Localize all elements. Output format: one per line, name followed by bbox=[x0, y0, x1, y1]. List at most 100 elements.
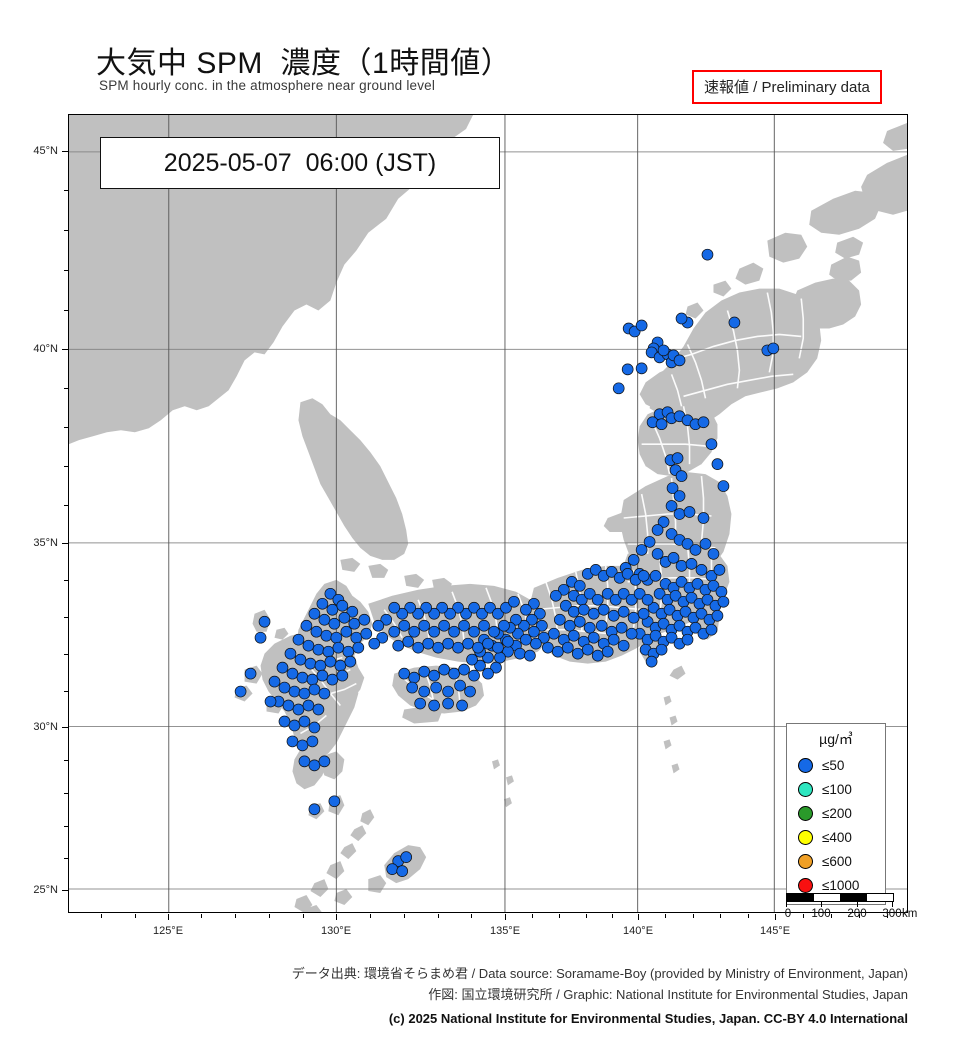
x-tick-minor bbox=[438, 914, 439, 918]
y-axis-label: 45°N bbox=[33, 145, 58, 157]
y-tick-minor bbox=[64, 617, 68, 618]
meridian-layer bbox=[168, 115, 775, 912]
x-tick-minor bbox=[303, 914, 304, 918]
x-tick-minor bbox=[665, 914, 666, 918]
x-tick-minor bbox=[235, 914, 236, 918]
y-tick-minor bbox=[64, 466, 68, 467]
x-tick-minor bbox=[803, 914, 804, 918]
y-tick-minor bbox=[64, 427, 68, 428]
x-tick-major bbox=[775, 914, 776, 920]
footer-data-source: データ出典: 環境省そらまめ君 / Data source: Soramame-… bbox=[291, 966, 908, 981]
legend-swatch-le400 bbox=[798, 829, 813, 845]
x-tick-major bbox=[638, 914, 639, 920]
legend-label-le600: ≤600 bbox=[822, 853, 852, 869]
x-tick-minor bbox=[471, 914, 472, 918]
legend-item-le200[interactable]: ≤200 bbox=[793, 801, 879, 825]
y-tick-minor bbox=[64, 230, 68, 231]
y-axis-label: 30°N bbox=[33, 721, 58, 733]
x-tick-minor bbox=[532, 914, 533, 918]
scalebar-ticks bbox=[786, 902, 894, 907]
y-tick-minor bbox=[64, 270, 68, 271]
scalebar-segment bbox=[840, 894, 867, 901]
y-axis-label: 40°N bbox=[33, 343, 58, 355]
map-canvas bbox=[69, 115, 907, 912]
legend-swatch-le600 bbox=[798, 853, 813, 869]
y-tick-minor bbox=[64, 858, 68, 859]
y-tick-minor bbox=[64, 793, 68, 794]
x-tick-major bbox=[336, 914, 337, 920]
legend-swatch-le200 bbox=[798, 805, 813, 821]
y-tick-major bbox=[62, 543, 68, 544]
y-tick-minor bbox=[64, 760, 68, 761]
legend-item-le100[interactable]: ≤100 bbox=[793, 777, 879, 801]
legend-item-le50[interactable]: ≤50 bbox=[793, 753, 879, 777]
y-tick-minor bbox=[64, 691, 68, 692]
x-tick-minor bbox=[586, 914, 587, 918]
scalebar-unit: km bbox=[902, 908, 918, 920]
scalebar-label-0: 0 bbox=[784, 908, 792, 920]
legend-label-le1000: ≤1000 bbox=[822, 877, 860, 893]
y-tick-minor bbox=[64, 388, 68, 389]
y-axis-label: 35°N bbox=[33, 537, 58, 549]
y-tick-minor bbox=[64, 654, 68, 655]
page-title: 大気中 SPM 濃度（1時間値） bbox=[96, 47, 512, 80]
x-axis-label: 135°E bbox=[489, 925, 521, 937]
scalebar-label-200: 200 bbox=[847, 908, 867, 920]
scalebar-segment bbox=[866, 894, 893, 901]
x-tick-major bbox=[168, 914, 169, 920]
legend-label-le100: ≤100 bbox=[822, 781, 852, 797]
station-marker-layer bbox=[234, 248, 780, 877]
legend-item-le1000[interactable]: ≤1000 bbox=[793, 873, 879, 897]
map-plot-area[interactable] bbox=[68, 114, 908, 913]
x-tick-minor bbox=[720, 914, 721, 918]
x-tick-minor bbox=[370, 914, 371, 918]
y-tick-major bbox=[62, 349, 68, 350]
scalebar-bar bbox=[786, 893, 894, 902]
y-tick-major bbox=[62, 727, 68, 728]
x-tick-minor bbox=[101, 914, 102, 918]
scalebar-label-300: 300 bbox=[882, 908, 902, 920]
y-axis-label: 25°N bbox=[33, 884, 58, 896]
footer-graphic-credit: 作図: 国立環境研究所 / Graphic: National Institut… bbox=[428, 987, 908, 1002]
x-tick-minor bbox=[135, 914, 136, 918]
legend-item-le400[interactable]: ≤400 bbox=[793, 825, 879, 849]
x-tick-minor bbox=[201, 914, 202, 918]
legend-item-le600[interactable]: ≤600 bbox=[793, 849, 879, 873]
legend-title: µg/㎥ bbox=[819, 731, 853, 747]
scalebar-segment bbox=[813, 894, 840, 901]
y-tick-minor bbox=[64, 826, 68, 827]
y-tick-minor bbox=[64, 310, 68, 311]
x-axis-label: 140°E bbox=[622, 925, 654, 937]
legend-label-le400: ≤400 bbox=[822, 829, 852, 845]
concentration-legend: µg/㎥ ≤50 ≤100 ≤200 ≤400 ≤600 ≤1000 bbox=[786, 723, 886, 905]
footer: データ出典: 環境省そらまめ君 / Data source: Soramame-… bbox=[0, 963, 980, 1029]
x-axis-label: 145°E bbox=[759, 925, 791, 937]
footer-copyright: (c) 2025 National Institute for Environm… bbox=[388, 1011, 908, 1026]
y-tick-minor bbox=[64, 505, 68, 506]
page-subtitle: SPM hourly conc. in the atmosphere near … bbox=[99, 78, 436, 93]
x-tick-minor bbox=[887, 914, 888, 918]
x-tick-minor bbox=[612, 914, 613, 918]
legend-swatch-le50 bbox=[798, 757, 813, 773]
y-tick-major bbox=[62, 151, 68, 152]
timestamp-box: 2025-05-07 06:00 (JST) bbox=[100, 137, 500, 189]
x-tick-minor bbox=[831, 914, 832, 918]
x-axis-label: 130°E bbox=[320, 925, 352, 937]
legend-swatch-le1000 bbox=[798, 877, 813, 893]
x-tick-minor bbox=[748, 914, 749, 918]
legend-swatch-le100 bbox=[798, 781, 813, 797]
y-tick-major bbox=[62, 890, 68, 891]
legend-label-le50: ≤50 bbox=[822, 757, 845, 773]
legend-label-le200: ≤200 bbox=[822, 805, 852, 821]
y-tick-minor bbox=[64, 190, 68, 191]
x-tick-major bbox=[505, 914, 506, 920]
scalebar-label-100: 100 bbox=[811, 908, 831, 920]
scalebar-segment bbox=[787, 894, 814, 901]
x-tick-minor bbox=[693, 914, 694, 918]
x-tick-minor bbox=[859, 914, 860, 918]
y-tick-minor bbox=[64, 580, 68, 581]
map-scalebar: 0 100 200 300 km bbox=[784, 893, 917, 922]
x-axis-label: 125°E bbox=[152, 925, 184, 937]
landmass-layer bbox=[69, 115, 907, 912]
